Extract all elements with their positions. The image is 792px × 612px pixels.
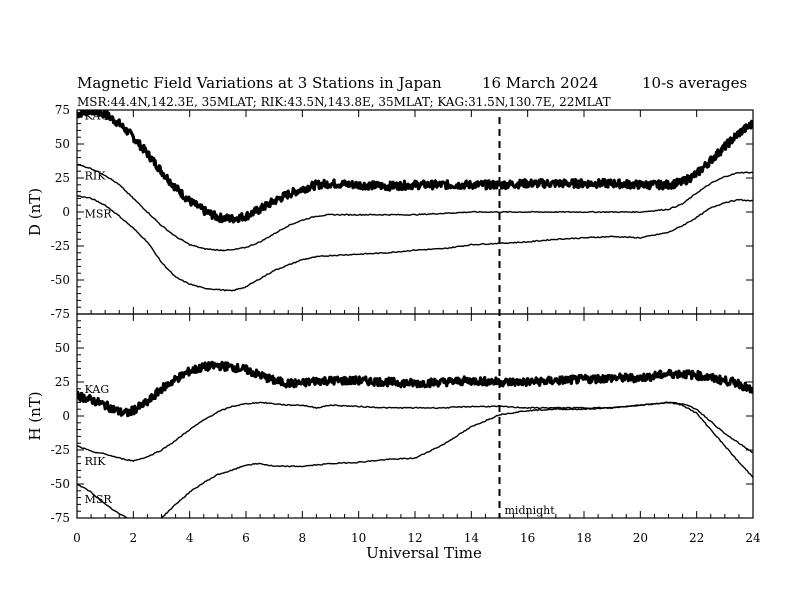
xtick-label: 18 — [576, 531, 591, 545]
d-ytick-label: 0 — [62, 205, 70, 219]
d-y-axis-label: D (nT) — [26, 188, 44, 236]
xtick-label: 0 — [73, 531, 81, 545]
d-panel: 75 50 25 0 -25 -50 -75 D (nT) KAG RIK MSR — [26, 103, 754, 321]
xtick-label: 10 — [351, 531, 366, 545]
station-coordinates: MSR:44.4N,142.3E, 35MLAT; RIK:43.5N,143.… — [77, 95, 611, 109]
h-trace-msr — [77, 401, 753, 518]
d-series-label-kag: KAG — [85, 109, 110, 122]
xtick-label: 8 — [299, 531, 307, 545]
h-series-label-kag: KAG — [85, 383, 110, 396]
d-ytick-label: 50 — [55, 137, 70, 151]
d-trace-msr — [77, 194, 753, 292]
d-ytick-label: -50 — [51, 273, 70, 287]
d-ytick-label: 25 — [55, 171, 70, 185]
h-y-axis-label: H (nT) — [26, 391, 44, 440]
h-ytick-label: 25 — [55, 375, 70, 389]
xtick-label: 16 — [520, 531, 535, 545]
d-ytick-label: -25 — [51, 239, 70, 253]
xtick-label: 20 — [633, 531, 648, 545]
xtick-label: 12 — [407, 531, 422, 545]
h-ytick-label: -50 — [51, 477, 70, 491]
chart-date: 16 March 2024 — [482, 74, 598, 92]
h-trace-kag — [77, 360, 753, 418]
d-ytick-label: -75 — [51, 307, 70, 321]
chart-title: Magnetic Field Variations at 3 Stations … — [77, 74, 442, 92]
xtick-label: 14 — [464, 531, 480, 545]
xtick-label: 24 — [745, 531, 761, 545]
d-trace-rik — [77, 164, 753, 252]
d-series-label-rik: RIK — [85, 169, 107, 182]
h-panel: 50 25 0 -25 -50 -75 H (nT) KAG RIK MSR — [26, 313, 754, 525]
x-axis-label: Universal Time — [366, 544, 482, 562]
midnight-label: midnight — [505, 504, 556, 517]
h-ytick-label: -25 — [51, 443, 70, 457]
d-trace-kag — [77, 110, 753, 224]
chart-averaging: 10-s averages — [642, 74, 747, 92]
d-panel-frame — [76, 109, 754, 315]
xtick-label: 22 — [689, 531, 704, 545]
h-series-label-msr: MSR — [85, 493, 113, 506]
h-series-label-rik: RIK — [85, 455, 107, 468]
xtick-label: 4 — [186, 531, 194, 545]
xtick-label: 6 — [242, 531, 250, 545]
h-ytick-label: 0 — [62, 409, 70, 423]
h-ytick-label: -75 — [51, 511, 70, 525]
d-ytick-label: 75 — [55, 103, 70, 117]
h-ytick-label: 50 — [55, 341, 70, 355]
h-panel-frame — [76, 313, 754, 519]
h-trace-rik — [77, 401, 753, 462]
xtick-label: 2 — [130, 531, 138, 545]
d-series-label-msr: MSR — [85, 207, 113, 220]
